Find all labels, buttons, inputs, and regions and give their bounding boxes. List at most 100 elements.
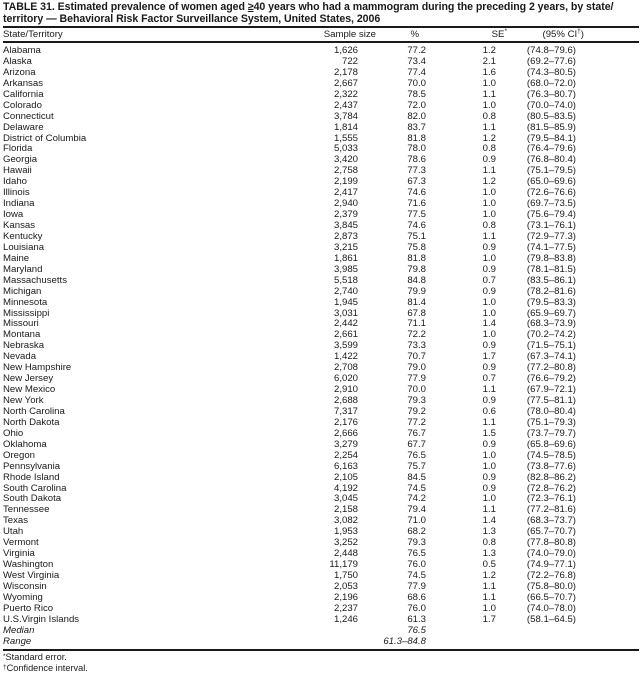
cell-se: 1.3 [482,526,496,538]
cell-state: Oklahoma [3,438,47,450]
cell-se: 1.0 [482,198,496,210]
cell-state: Minnesota [3,296,48,308]
cell-ci: (70.0–74.0) [526,99,576,111]
table-row: Florida 5,033 78.0 0.8 (76.4–79.6) [3,143,639,155]
cell-state: Connecticut [3,110,54,122]
cell-percent: 78.0 [407,143,426,155]
cell-sample-size: 2,322 [333,88,358,100]
cell-percent: 71.6 [407,198,426,210]
cell-state: New Hampshire [3,362,72,374]
cell-sample-size: 2,758 [333,165,358,177]
cell-sample-size: 3,031 [333,307,358,319]
cell-sample-size: 1,246 [333,613,358,625]
cell-sample-size: 2,448 [333,548,358,560]
cell-percent: 81.8 [407,252,426,264]
cell-state: Nebraska [3,340,45,352]
cell-ci: (77.5–81.1) [526,395,576,406]
median-label: Median [3,624,35,636]
cell-ci: (70.2–74.2) [526,329,576,341]
cell-se: 1.0 [482,449,496,461]
cell-ci: (69.7–73.5) [526,198,576,210]
cell-state: Delaware [3,121,44,133]
cell-ci: (74.3–80.5) [526,66,576,78]
footnote-ci: †Confidence interval. [3,663,639,674]
cell-sample-size: 3,420 [333,154,358,166]
cell-sample-size: 2,176 [333,416,358,428]
cell-percent: 70.7 [407,351,426,363]
cell-se: 1.0 [482,296,496,308]
median-row: Median 76.5 [3,624,639,637]
cell-se: 1.1 [482,580,496,592]
cell-percent: 71.1 [407,318,426,330]
cell-state: Kansas [3,220,35,231]
cell-percent: 78.6 [407,154,426,166]
table-row: Oklahoma 3,279 67.7 0.9 (65.8–69.6) [3,438,639,451]
table-row: Oregon 2,254 76.5 1.0 (74.5–78.5) [3,449,639,462]
table-row: U.S.Virgin Islands 1,246 61.3 1.7 (58.1–64.5… [3,613,639,626]
cell-state: South Carolina [3,482,67,494]
table-row: North Dakota 2,176 77.2 1.1 (75.1–79.3) [3,416,639,429]
cell-se: 1.2 [482,132,496,144]
cell-percent: 81.8 [407,132,426,144]
cell-percent: 79.3 [407,537,426,549]
footnote-se-mark: * [3,652,6,660]
table-row: Missouri 2,442 71.1 1.4 (68.3–73.9) [3,318,639,330]
cell-ci: (67.9–72.1) [526,384,576,396]
cell-percent: 73.3 [407,340,426,352]
table-row: Georgia 3,420 78.6 0.9 (76.8–80.4) [3,154,639,166]
table-row: Vermont 3,252 79.3 0.8 (77.8–80.8) [3,537,639,549]
cell-sample-size: 2,254 [333,449,358,461]
cell-ci: (74.0–78.0) [526,602,576,614]
cell-ci: (67.3–74.1) [526,351,576,363]
table-row: Colorado 2,437 72.0 1.0 (70.0–74.0) [3,99,639,112]
cell-se: 1.0 [482,252,496,264]
cell-sample-size: 6,163 [333,460,358,472]
cell-state: South Dakota [3,493,62,505]
cell-state: Texas [3,515,29,527]
cell-ci: (65.9–69.7) [526,307,576,319]
cell-percent: 67.8 [407,307,426,319]
cell-se: 1.2 [482,176,496,188]
cell-sample-size: 2,873 [333,230,358,242]
cell-state: Maryland [3,263,43,275]
cell-se: 0.5 [482,559,496,571]
cell-ci: (81.5–85.9) [526,121,576,133]
cell-percent: 82.0 [407,110,426,122]
table-row: Idaho 2,199 67.3 1.2 (65.0–69.6) [3,176,639,188]
cell-percent: 74.5 [407,482,426,494]
table-bottom-rule [3,648,639,651]
table-row: Alaska 722 73.4 2.1 (69.2–77.6) [3,55,639,68]
cell-state: Utah [3,526,24,538]
cell-percent: 73.4 [407,55,426,67]
cell-ci: (80.5–83.5) [526,110,576,122]
cell-state: Michigan [3,285,42,297]
table-row: Rhode Island 2,105 84.5 0.9 (82.8–86.2) [3,472,639,484]
cell-percent: 75.8 [407,241,426,253]
table-row: New Hampshire 2,708 79.0 0.9 (77.2–80.8) [3,362,639,374]
header-top-rule [3,26,639,28]
cell-percent: 76.0 [407,602,426,614]
range-label: Range [3,635,32,647]
cell-ci: (68.3–73.9) [526,318,576,330]
cell-state: Ohio [3,427,24,439]
cell-se: 1.0 [482,209,496,221]
table-row: New York 2,688 79.3 0.9 (77.5–81.1) [3,395,639,407]
cell-sample-size: 11,179 [329,559,358,571]
cell-percent: 77.4 [407,66,426,78]
table-row: Tennessee 2,158 79.4 1.1 (77.2–81.6) [3,504,639,516]
cell-ci: (76.6–79.2) [526,373,576,385]
table-row: Arkansas 2,667 70.0 1.0 (68.0–72.0) [3,77,639,90]
cell-ci: (65.7–70.7) [526,526,576,538]
table-row: Puerto Rico 2,237 76.0 1.0 (74.0–78.0) [3,602,639,615]
cell-state: Hawaii [3,165,32,177]
table-title: TABLE 31. Estimated prevalence of women … [3,1,639,25]
cell-se: 1.1 [482,88,496,100]
cell-state: Indiana [3,198,35,210]
cell-ci: (72.6–76.6) [526,187,576,199]
cell-percent: 79.8 [407,263,426,275]
cell-se: 0.9 [482,263,496,275]
cell-ci: (75.1–79.3) [526,416,576,428]
cell-state: New Jersey [3,373,54,385]
cell-ci: (68.0–72.0) [526,77,576,89]
